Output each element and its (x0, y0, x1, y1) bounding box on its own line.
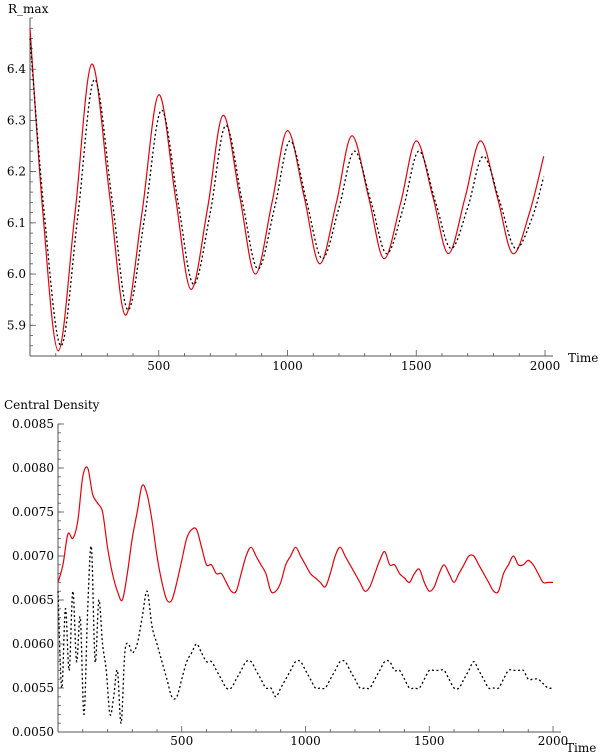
density-x-tick-label: 1000 (290, 734, 321, 748)
density-y-tick-label: 0.0055 (12, 681, 54, 695)
density-y-tick-label: 0.0080 (12, 461, 54, 475)
density-y-tick-label: 0.0070 (12, 549, 54, 563)
density-y-tick-label: 0.0060 (12, 637, 54, 651)
rmax-y-tick-label: 6.3 (7, 113, 26, 127)
density-y-tick-label: 0.0050 (12, 725, 54, 739)
rmax-y-axis-label: R_max (8, 2, 49, 16)
rmax-y-tick-label: 6.0 (7, 267, 26, 281)
rmax-series-solid-line (29, 28, 545, 352)
density-series-dotted-line (57, 545, 554, 724)
rmax-x-tick-label: 1000 (272, 359, 303, 373)
rmax-x-tick-label: 2000 (530, 359, 561, 373)
density-y-tick-label: 0.0075 (12, 505, 54, 519)
rmax-x-axis-label: Time (568, 351, 598, 365)
rmax-y-tick-label: 6.4 (7, 62, 26, 76)
rmax-y-tick-label: 5.9 (7, 318, 26, 332)
density-x-tick-label: 500 (170, 734, 193, 748)
density-x-axis-label: Time (566, 741, 596, 755)
rmax-y-tick-label: 6.1 (7, 216, 26, 230)
rmax-x-tick-label: 1500 (401, 359, 432, 373)
density-y-tick-label: 0.0065 (12, 593, 54, 607)
density-series-solid-line (57, 466, 553, 603)
density-y-tick-label: 0.0085 (12, 417, 54, 431)
rmax-x-tick-label: 500 (147, 359, 170, 373)
rmax-y-tick-label: 6.2 (7, 165, 26, 179)
central-density-chart: 500 1000 1500 2000 0.0050 0.0055 0.0060 0.0065 0… (4, 398, 596, 755)
density-x-tick-label: 2000 (538, 734, 569, 748)
rmax-series-dotted-line (29, 38, 545, 347)
density-y-axis-label: Central Density (4, 398, 100, 412)
density-x-tick-label: 1500 (414, 734, 445, 748)
